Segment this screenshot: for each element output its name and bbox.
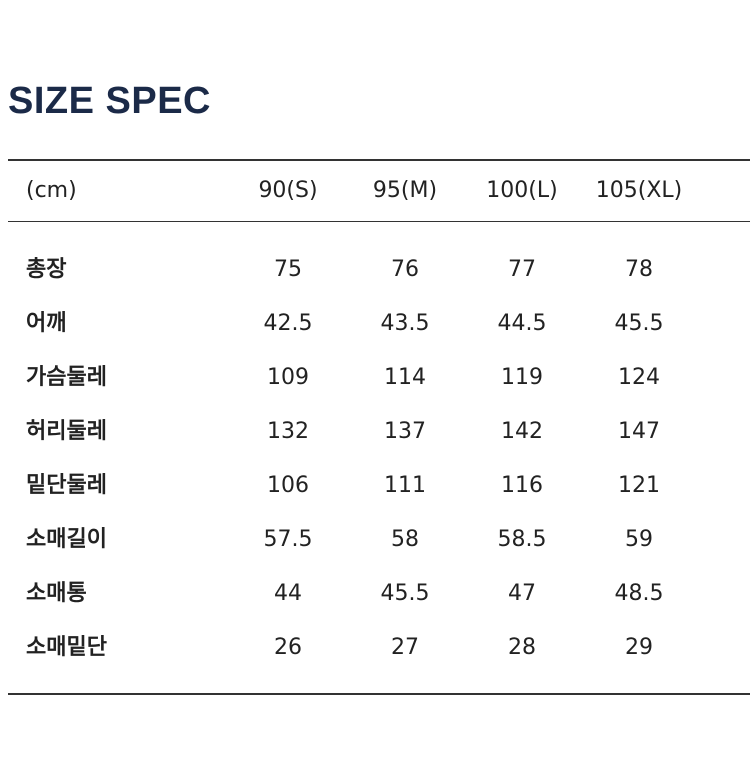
cell-value: 58.5 (497, 527, 547, 552)
row-label: 총장 (26, 257, 67, 282)
cell-value: 77 (508, 257, 536, 282)
cell-value: 75 (274, 257, 302, 282)
cell-value: 114 (384, 365, 426, 390)
cell-value: 58 (391, 527, 419, 552)
header-rule (8, 221, 750, 222)
column-header: 90(S) (258, 178, 318, 203)
cell-value: 45.5 (614, 311, 664, 336)
row-label: 가슴둘레 (26, 365, 107, 390)
row-label: 소매밑단 (26, 635, 107, 660)
cell-value: 147 (618, 419, 660, 444)
row-label: 허리둘레 (26, 419, 107, 444)
cell-value: 124 (618, 365, 660, 390)
cell-value: 29 (625, 635, 653, 660)
cell-value: 44.5 (497, 311, 547, 336)
cell-value: 109 (267, 365, 309, 390)
cell-value: 27 (391, 635, 419, 660)
column-header: 105(XL) (595, 178, 683, 203)
cell-value: 132 (267, 419, 309, 444)
cell-value: 142 (501, 419, 543, 444)
cell-value: 26 (274, 635, 302, 660)
cell-value: 116 (501, 473, 543, 498)
bottom-rule (8, 693, 750, 695)
cell-value: 42.5 (263, 311, 313, 336)
cell-value: 76 (391, 257, 419, 282)
cell-value: 121 (618, 473, 660, 498)
title: SIZE SPEC (8, 80, 211, 122)
cell-value: 44 (274, 581, 302, 606)
row-label: 소매길이 (26, 527, 107, 552)
cell-value: 111 (384, 473, 426, 498)
cell-value: 28 (508, 635, 536, 660)
column-header: 95(M) (372, 178, 438, 203)
cell-value: 47 (508, 581, 536, 606)
cell-value: 43.5 (380, 311, 430, 336)
row-label: 밑단둘레 (26, 473, 107, 498)
cell-value: 137 (384, 419, 426, 444)
column-header: (cm) (26, 178, 77, 203)
row-label: 어깨 (26, 311, 67, 336)
cell-value: 57.5 (263, 527, 313, 552)
cell-value: 119 (501, 365, 543, 390)
row-label: 소매통 (26, 581, 87, 606)
column-header: 100(L) (486, 178, 558, 203)
cell-value: 48.5 (614, 581, 664, 606)
cell-value: 78 (625, 257, 653, 282)
cell-value: 106 (267, 473, 309, 498)
top-rule (8, 159, 750, 161)
cell-value: 45.5 (380, 581, 430, 606)
cell-value: 59 (625, 527, 653, 552)
